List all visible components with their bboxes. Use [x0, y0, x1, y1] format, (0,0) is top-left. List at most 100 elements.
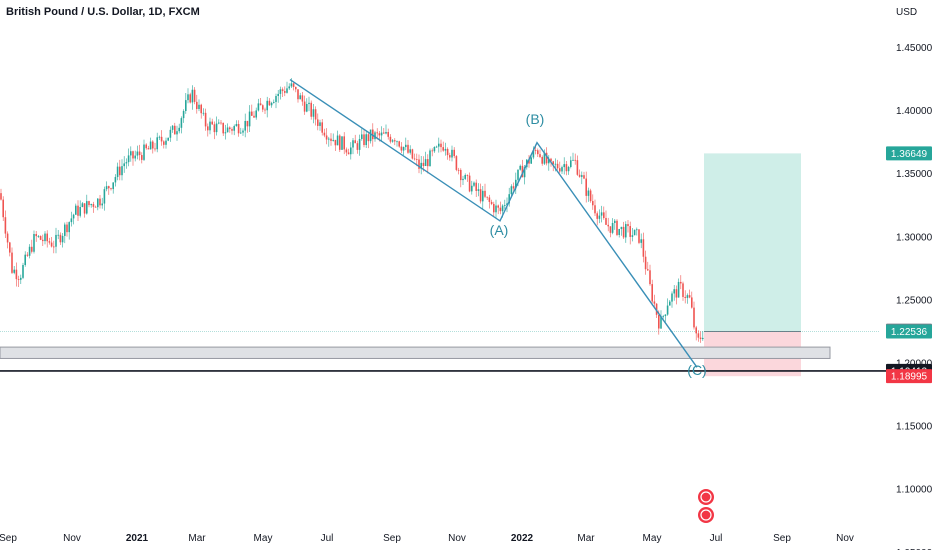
candle-body — [275, 96, 277, 102]
candle-body — [380, 132, 383, 136]
candle-body — [270, 102, 273, 106]
candle-body — [389, 136, 392, 142]
candle-body — [640, 239, 642, 243]
candle-body — [614, 220, 616, 223]
candle-body — [218, 122, 220, 124]
candle-body — [625, 224, 627, 238]
candle-body — [50, 242, 53, 247]
candle-body — [363, 134, 365, 146]
candle-body — [220, 122, 222, 124]
candle-body — [233, 126, 235, 131]
candle-body — [264, 109, 266, 111]
x-tick-label: Jul — [710, 533, 723, 544]
candle-body — [211, 121, 213, 125]
candle-body — [497, 205, 499, 208]
candle-body — [127, 155, 130, 163]
candle-body — [457, 169, 460, 171]
event-icon-ring — [700, 491, 712, 503]
candle-body — [209, 121, 211, 131]
candle-body — [323, 132, 326, 136]
candle-body — [422, 162, 425, 167]
candle-body — [609, 226, 612, 233]
candle-body — [501, 205, 504, 212]
candle-body — [64, 224, 66, 236]
candle-body — [490, 201, 493, 204]
candle-body — [61, 235, 64, 243]
wave-label-b: (B) — [526, 111, 545, 127]
candle-body — [446, 148, 449, 156]
x-tick-label: Nov — [63, 533, 81, 544]
candle-body — [376, 132, 378, 134]
candle-body — [158, 136, 161, 138]
candle-body — [191, 89, 194, 103]
candle-body — [165, 140, 167, 145]
candle-body — [662, 316, 664, 317]
candle-body — [277, 93, 279, 97]
candle-body — [433, 147, 436, 152]
candle-body — [222, 122, 224, 134]
position-zones — [0, 153, 880, 377]
y-tick-label: 1.25000 — [896, 295, 932, 306]
candle-body — [647, 269, 649, 271]
wave-line — [289, 78, 698, 368]
candle-body — [266, 100, 268, 111]
candle-body — [105, 186, 108, 190]
candle-body — [618, 229, 620, 235]
candle-body — [97, 198, 99, 208]
candle-body — [121, 166, 123, 176]
candle-body — [372, 129, 374, 140]
candle-body — [374, 132, 376, 140]
y-tick-label: 1.05000 — [896, 548, 932, 550]
candle-body — [246, 120, 249, 127]
candle-body — [506, 203, 508, 206]
candle-body — [664, 314, 667, 317]
candle-body — [72, 214, 75, 219]
candle-body — [112, 182, 114, 190]
candle-body — [77, 205, 79, 216]
candle-body — [103, 189, 106, 204]
candle-body — [631, 235, 634, 237]
candle-body — [178, 127, 180, 132]
candle-body — [154, 148, 156, 150]
event-icons[interactable] — [698, 489, 714, 523]
candle-body — [24, 254, 26, 265]
candle-body — [409, 149, 411, 153]
candle-body — [6, 233, 9, 243]
candle-body — [655, 303, 658, 315]
candle-body — [675, 289, 678, 298]
candle-body — [455, 156, 458, 170]
economic-event-icon[interactable] — [698, 507, 714, 523]
candle-body — [185, 100, 187, 111]
candle-body — [193, 89, 196, 102]
candle-body — [473, 182, 475, 186]
candle-body — [649, 270, 651, 285]
candle-body — [402, 147, 405, 151]
candle-body — [413, 158, 416, 160]
candle-body — [466, 175, 469, 176]
candle-body — [543, 152, 546, 164]
candle-body — [341, 136, 343, 150]
candle-body — [301, 95, 304, 102]
candle-body — [449, 155, 451, 158]
candle-body — [44, 233, 46, 242]
economic-event-icon[interactable] — [698, 489, 714, 505]
wave-label-a: (A) — [490, 222, 509, 238]
candle-body — [2, 199, 4, 218]
candle-body — [189, 94, 191, 103]
candle-body — [237, 123, 240, 134]
candle-body — [556, 163, 559, 169]
candle-body — [605, 218, 607, 225]
candle-body — [385, 131, 387, 134]
x-tick-label: Sep — [383, 533, 401, 544]
candle-body — [101, 203, 103, 206]
candle-body — [587, 190, 590, 196]
candle-body — [479, 189, 482, 202]
candle-body — [603, 212, 605, 219]
y-tick-label: 1.35000 — [896, 169, 932, 180]
candle-body — [510, 186, 513, 195]
candle-body — [622, 226, 625, 238]
candle-body — [365, 134, 367, 146]
candle-body — [548, 158, 550, 164]
candle-body — [512, 186, 515, 189]
candle-body — [600, 212, 603, 216]
